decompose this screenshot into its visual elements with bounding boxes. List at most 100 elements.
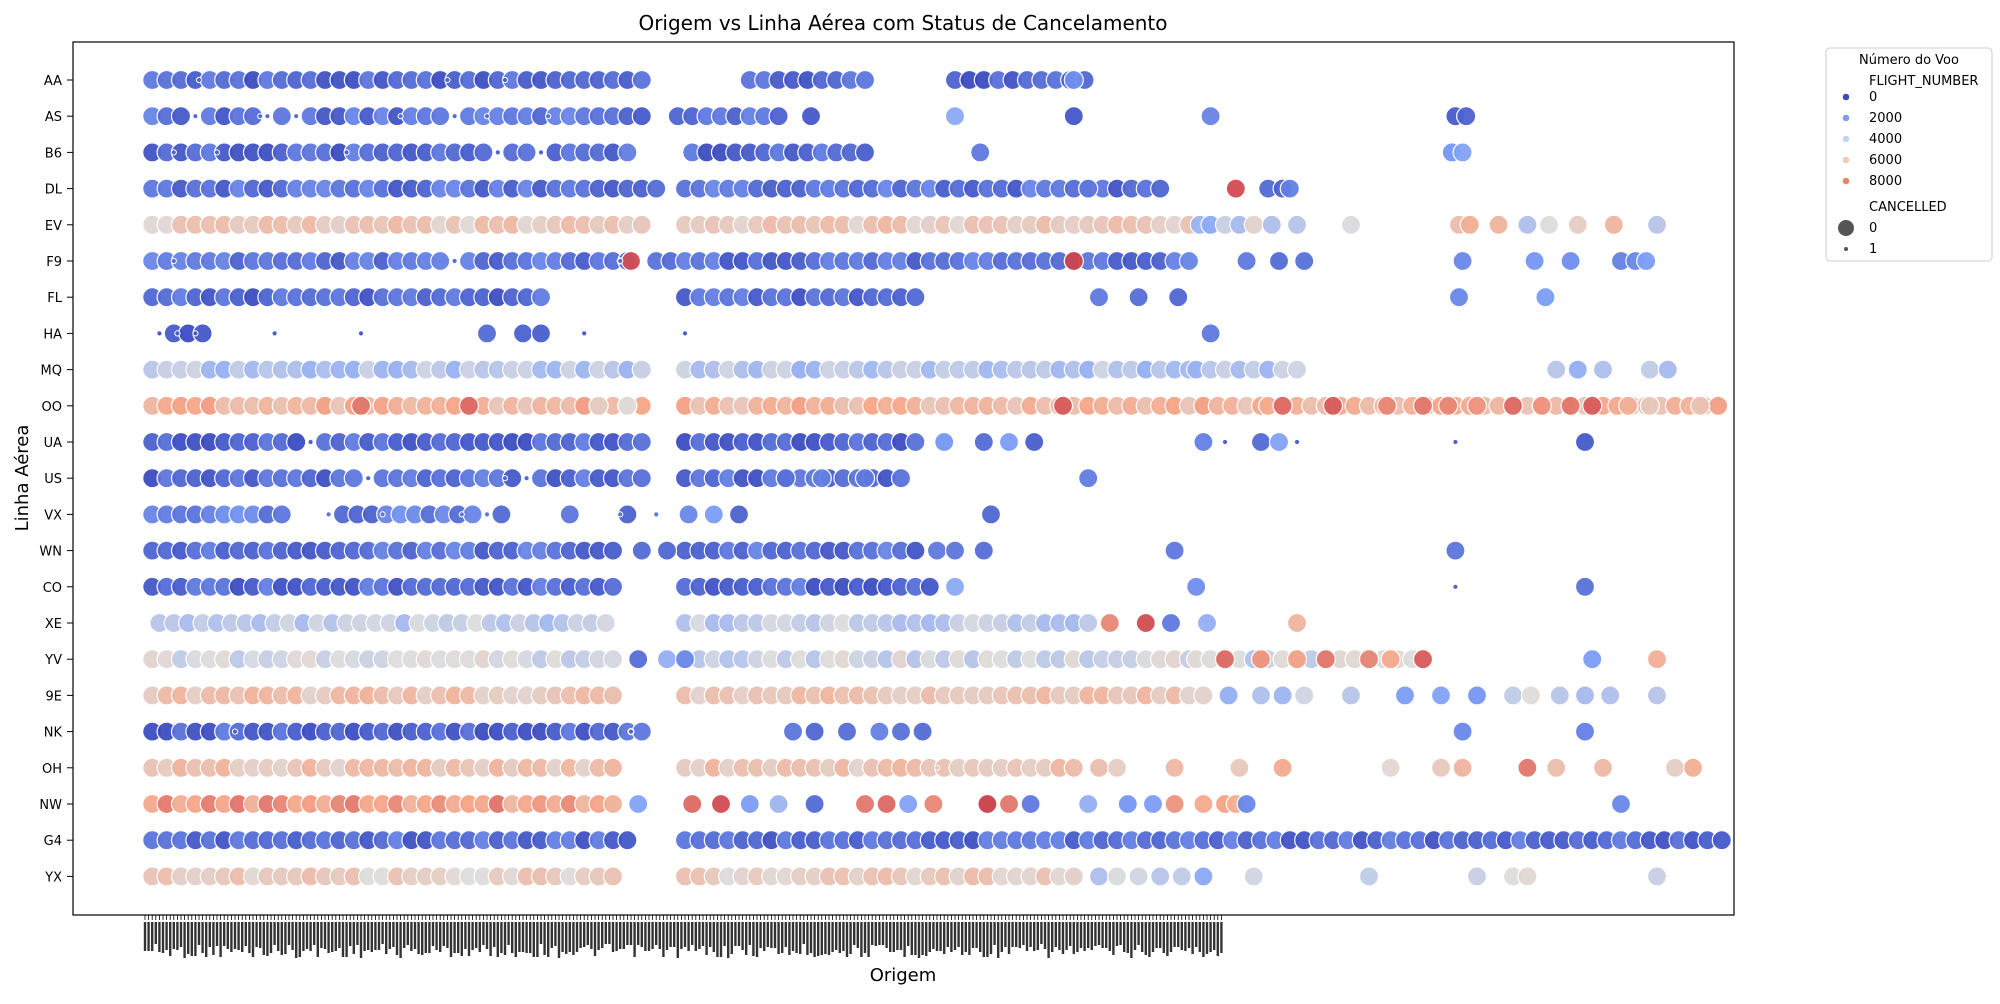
y-tick-label: CO: [43, 581, 62, 596]
data-point: [1218, 685, 1239, 706]
y-tick-label: B6: [45, 146, 62, 161]
data-point: [1236, 793, 1257, 815]
data-point: [1682, 757, 1704, 778]
data-point: [970, 142, 991, 163]
data-point: [1063, 106, 1084, 127]
data-point: [1279, 178, 1300, 199]
data-point: [869, 721, 890, 742]
data-point: [1592, 757, 1614, 778]
y-tick-label: AS: [45, 110, 62, 125]
data-point-cancelled: [501, 475, 509, 482]
data-point: [1592, 359, 1614, 380]
data-point: [1560, 395, 1581, 416]
data-point: [271, 106, 292, 127]
data-point: [473, 142, 494, 163]
data-point: [1128, 287, 1149, 308]
data-point: [1376, 395, 1398, 416]
data-point: [602, 685, 624, 706]
data-point: [1452, 142, 1473, 163]
data-point: [800, 106, 822, 127]
y-tick-label: OH: [42, 762, 62, 777]
data-point-cancelled: [681, 330, 689, 337]
data-point-cancelled: [1293, 438, 1301, 446]
legend-hue-label: 6000: [1869, 153, 1902, 168]
data-point: [1546, 757, 1567, 778]
data-point: [1200, 323, 1221, 344]
data-point-cancelled: [483, 113, 491, 120]
legend-hue-title: FLIGHT_NUMBER: [1869, 74, 1978, 89]
data-point: [512, 323, 534, 344]
y-tick-label: HA: [43, 327, 62, 342]
data-point: [854, 69, 876, 91]
data-point: [1430, 757, 1452, 778]
data-point: [1646, 866, 1668, 887]
data-point: [944, 576, 966, 597]
legend-hue-marker: [1842, 135, 1850, 143]
data-point-cancelled: [581, 330, 588, 337]
data-point-cancelled: [357, 330, 365, 337]
y-tick-label: AA: [44, 74, 62, 89]
data-point: [1164, 793, 1185, 815]
data-point: [458, 395, 480, 416]
data-point: [998, 431, 1020, 453]
data-point: [631, 106, 652, 127]
data-point: [905, 431, 926, 453]
data-point: [1636, 250, 1657, 272]
data-point: [1646, 214, 1668, 235]
data-point: [1135, 612, 1156, 634]
data-point: [1708, 395, 1729, 416]
y-tick-label: UA: [44, 436, 63, 451]
data-point: [682, 793, 703, 815]
data-point: [602, 793, 624, 815]
data-point: [631, 431, 652, 453]
data-point: [1286, 649, 1308, 670]
data-point-cancelled: [483, 511, 491, 518]
data-point: [919, 576, 940, 597]
data-point: [631, 359, 652, 380]
data-point: [1582, 395, 1603, 416]
data-point-cancelled: [501, 76, 509, 84]
data-point-cancelled: [293, 113, 300, 120]
data-point: [1488, 214, 1509, 235]
data-point: [1315, 649, 1336, 670]
data-point: [1142, 793, 1164, 815]
data-point: [1088, 757, 1110, 778]
y-tick-label: DL: [45, 183, 63, 198]
data-point-cancelled: [195, 76, 203, 84]
data-point: [1078, 468, 1099, 489]
data-point: [1438, 395, 1459, 416]
data-point: [1466, 866, 1488, 887]
data-point: [1171, 866, 1192, 887]
data-point: [1250, 431, 1272, 453]
data-point: [1535, 287, 1556, 308]
data-point: [170, 106, 192, 127]
legend-title: Número do Voo: [1859, 53, 1959, 68]
data-point: [739, 793, 760, 815]
data-point-cancelled: [365, 475, 372, 482]
data-point: [890, 721, 912, 742]
data-point: [1193, 685, 1214, 706]
data-point: [1106, 757, 1128, 778]
data-point-cancelled: [213, 149, 221, 156]
data-point-cancelled: [451, 113, 458, 120]
data-point: [1164, 540, 1185, 561]
data-point-cancelled: [231, 728, 239, 735]
legend-size-marker: [1838, 220, 1854, 236]
data-point: [1664, 757, 1686, 778]
data-point: [898, 793, 919, 815]
data-point: [1250, 649, 1272, 670]
data-point: [631, 468, 652, 489]
data-point: [674, 649, 696, 670]
data-point: [1358, 649, 1380, 670]
y-tick-label: G4: [44, 834, 62, 849]
data-point: [491, 504, 512, 525]
legend-hue-marker: [1842, 93, 1850, 101]
data-point: [1459, 214, 1480, 235]
data-point: [1322, 395, 1344, 416]
data-point: [811, 468, 832, 489]
data-point: [350, 395, 372, 416]
data-point: [1639, 395, 1660, 416]
data-point: [1452, 757, 1473, 778]
data-point: [1193, 866, 1214, 887]
data-point: [1517, 757, 1538, 778]
